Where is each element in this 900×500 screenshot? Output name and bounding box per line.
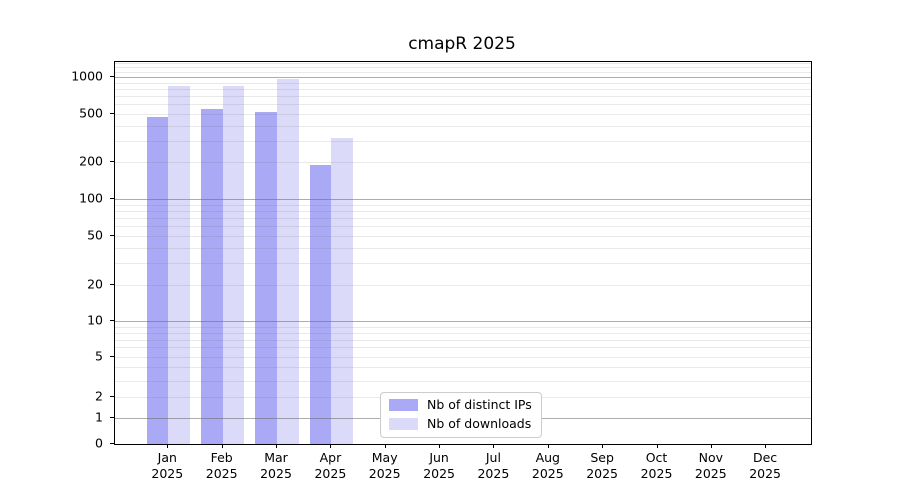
x-tick-label: Jan 2025 [135, 450, 199, 482]
x-tick-mark [765, 444, 767, 448]
x-tick-year: 2025 [260, 466, 292, 481]
x-tick-year: 2025 [531, 466, 564, 481]
x-tick-mark [221, 444, 223, 448]
x-axis: Jan 2025 Feb 2025 Mar 2025 Apr 2025 May 2025 Jun 20… [114, 444, 810, 496]
bar-distinct-ips-mar [255, 111, 277, 444]
y-tick-mark [110, 417, 114, 419]
plot-area: Nb of distinct IPs Nb of downloads [114, 61, 812, 445]
bar-downloads-mar [277, 79, 299, 444]
legend-label-distinct-ips: Nb of distinct IPs [427, 397, 532, 412]
x-tick-mark [384, 444, 386, 448]
x-tick-month: Jul [485, 450, 501, 465]
x-tick-label: Apr 2025 [298, 450, 362, 482]
x-tick-mark [493, 444, 495, 448]
x-tick-label: Oct 2025 [625, 450, 689, 482]
x-tick-mark [276, 444, 277, 448]
y-tick-label: 10 [87, 312, 103, 328]
y-tick-label: 0 [95, 435, 103, 451]
x-tick-mark [167, 444, 169, 448]
x-tick-label: Jul 2025 [461, 450, 525, 482]
x-tick-year: 2025 [640, 466, 673, 481]
x-tick-month: May [371, 450, 398, 465]
y-tick-label: 50 [87, 227, 103, 243]
bar-downloads-jan [168, 86, 191, 444]
x-tick-year: 2025 [749, 466, 781, 481]
x-tick-year: 2025 [151, 466, 184, 481]
x-tick-label: Nov 2025 [679, 450, 743, 482]
y-tick-mark [110, 283, 114, 285]
bar-distinct-ips-apr [309, 165, 332, 444]
y-tick-label: 200 [79, 153, 103, 169]
bar-downloads-apr [331, 138, 354, 444]
bar-downloads-feb [222, 86, 245, 444]
legend-swatch-downloads [389, 418, 418, 430]
x-tick-label: Sep 2025 [570, 450, 634, 482]
legend-item-downloads: Nb of downloads [389, 417, 532, 431]
y-tick-label: 1000 [71, 68, 103, 84]
bar-distinct-ips-jan [146, 117, 169, 444]
y-tick-label: 2 [95, 388, 103, 404]
y-tick-mark [110, 396, 114, 398]
x-tick-year: 2025 [586, 466, 618, 481]
x-tick-label: Feb 2025 [190, 450, 254, 482]
x-tick-month: Nov [698, 450, 723, 465]
bars-layer [115, 62, 811, 444]
x-tick-label: May 2025 [353, 450, 417, 482]
y-tick-label: 20 [87, 276, 103, 292]
y-tick-label: 500 [79, 105, 103, 121]
x-tick-year: 2025 [423, 466, 455, 481]
x-tick-month: Apr [319, 450, 342, 465]
x-tick-label: Dec 2025 [733, 450, 797, 482]
x-tick-month: Oct [645, 450, 668, 465]
y-tick-label: 1 [95, 409, 103, 425]
x-tick-year: 2025 [314, 466, 347, 481]
bar-distinct-ips-feb [200, 108, 223, 444]
x-tick-month: Sep [590, 450, 614, 465]
y-tick-mark [110, 443, 114, 444]
y-tick-mark [110, 161, 114, 163]
x-tick-month: Aug [535, 450, 560, 465]
y-tick-label: 5 [95, 348, 103, 363]
y-tick-label: 100 [79, 190, 103, 206]
x-tick-year: 2025 [368, 466, 401, 481]
x-tick-label: Mar 2025 [244, 450, 308, 482]
y-tick-mark [110, 320, 114, 322]
x-tick-month: Jun [429, 450, 449, 465]
x-tick-label: Jun 2025 [407, 450, 471, 482]
y-axis: 0 1 2 5 10 20 50 100 200 500 1000 [0, 61, 114, 451]
y-tick-mark [110, 75, 114, 77]
y-tick-mark [110, 198, 114, 200]
x-tick-month: Feb [210, 450, 233, 465]
legend-item-distinct-ips: Nb of distinct IPs [389, 398, 532, 412]
x-tick-mark [656, 444, 658, 448]
y-tick-mark [110, 355, 114, 357]
x-tick-mark [439, 444, 441, 448]
x-tick-label: Aug 2025 [516, 450, 580, 482]
x-tick-mark [710, 444, 712, 448]
x-tick-mark [547, 444, 549, 448]
x-tick-month: Jan [157, 450, 177, 465]
x-tick-year: 2025 [477, 466, 510, 481]
chart-title: cmapR 2025 [408, 34, 516, 54]
legend-label-downloads: Nb of downloads [427, 416, 532, 431]
x-tick-mark [602, 444, 604, 448]
y-tick-mark [110, 112, 114, 114]
x-tick-year: 2025 [205, 466, 238, 481]
x-tick-month: Dec [752, 450, 778, 465]
legend: Nb of distinct IPs Nb of downloads [380, 392, 542, 438]
legend-swatch-distinct-ips [389, 399, 418, 411]
x-tick-year: 2025 [694, 466, 727, 481]
y-tick-mark [110, 235, 114, 237]
x-tick-month: Mar [264, 450, 288, 465]
x-tick-mark [330, 444, 332, 448]
